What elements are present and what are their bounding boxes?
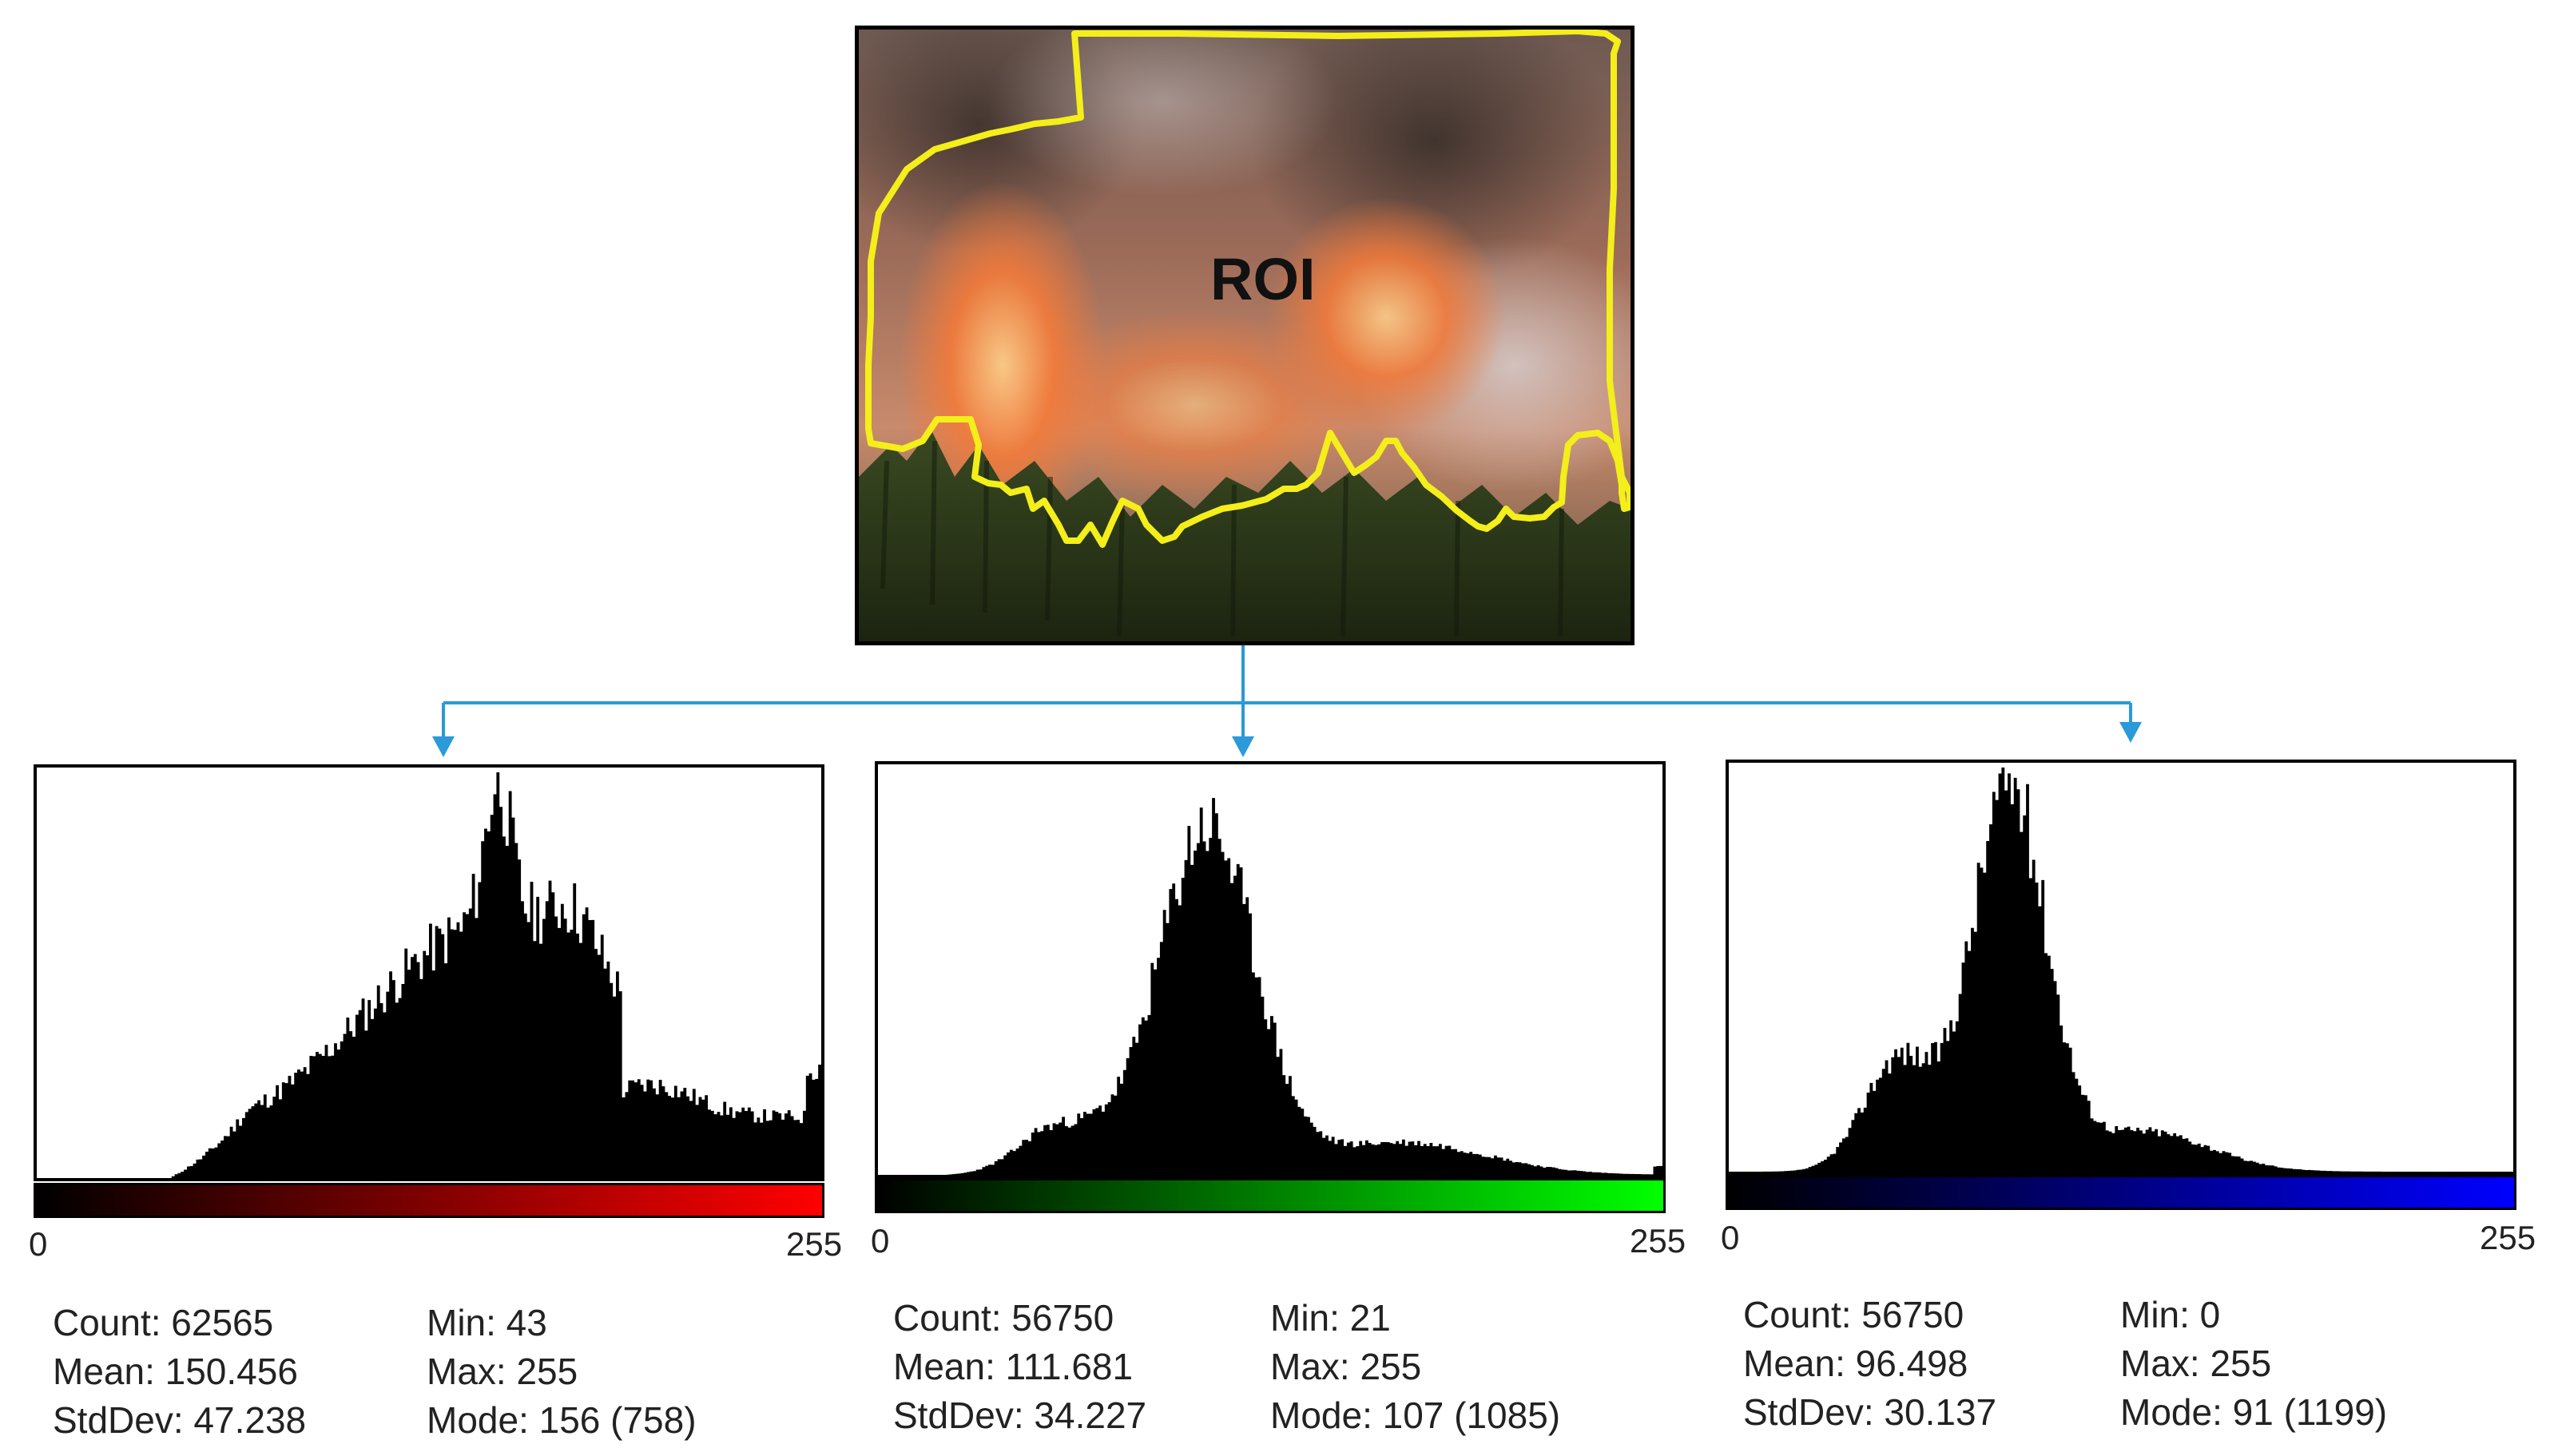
roi-outline	[865, 30, 1631, 548]
axis-min-blue: 0	[1721, 1219, 1740, 1256]
stat-min: Min: 0	[2120, 1294, 2221, 1335]
stats-red-right: Min: 43 Max: 255 Mode: 156 (758)	[427, 1299, 697, 1445]
stat-max: Max: 255	[427, 1351, 578, 1392]
stat-stddev: StdDev: 34.227	[893, 1395, 1147, 1436]
stats-blue-left: Count: 56750 Mean: 96.498 StdDev: 30.137	[1743, 1291, 1996, 1437]
histogram-blue-bars	[1729, 768, 2513, 1172]
histogram-green	[875, 761, 1666, 1178]
stats-green-left: Count: 56750 Mean: 111.681 StdDev: 34.22…	[893, 1294, 1146, 1440]
axis-min-red: 0	[29, 1225, 48, 1263]
arrow-head-red	[432, 736, 455, 757]
arrow-head-green	[1232, 736, 1254, 757]
stat-min: Min: 43	[427, 1302, 547, 1343]
stat-mean: Mean: 111.681	[893, 1346, 1134, 1387]
axis-min-green: 0	[871, 1222, 890, 1260]
fire-scene-image	[859, 30, 1631, 641]
ramp-red	[34, 1183, 824, 1218]
stat-min: Min: 21	[1270, 1297, 1391, 1339]
histogram-red	[34, 764, 824, 1181]
axis-max-red: 255	[786, 1225, 843, 1263]
stats-blue-right: Min: 0 Max: 255 Mode: 91 (1199)	[2120, 1291, 2387, 1437]
stat-count: Count: 62565	[53, 1302, 274, 1343]
ramp-green	[875, 1178, 1666, 1213]
stat-mode: Mode: 91 (1199)	[2120, 1391, 2388, 1433]
connector-lines	[442, 645, 2132, 741]
roi-label: ROI	[1210, 246, 1316, 312]
stat-mode: Mode: 107 (1085)	[1270, 1395, 1561, 1436]
stat-stddev: StdDev: 30.137	[1743, 1391, 1997, 1433]
histogram-silhouette	[878, 798, 1662, 1175]
histogram-red-bars	[37, 772, 821, 1178]
stat-count: Count: 56750	[1743, 1294, 1964, 1335]
stat-stddev: StdDev: 47.238	[53, 1399, 307, 1441]
stats-red-left: Count: 62565 Mean: 150.456 StdDev: 47.23…	[53, 1299, 306, 1445]
axis-max-green: 255	[1630, 1222, 1686, 1260]
axis-max-blue: 255	[2480, 1219, 2536, 1256]
stats-green-right: Min: 21 Max: 255 Mode: 107 (1085)	[1270, 1294, 1560, 1440]
stat-max: Max: 255	[2120, 1343, 2272, 1384]
stat-count: Count: 56750	[893, 1297, 1114, 1339]
histogram-blue	[1726, 760, 2516, 1175]
histogram-silhouette	[1729, 768, 2513, 1172]
roi-image: ROI	[855, 26, 1634, 645]
stat-mean: Mean: 150.456	[53, 1351, 298, 1392]
arrow-head-blue	[2119, 722, 2142, 743]
stat-mode: Mode: 156 (758)	[427, 1399, 697, 1441]
histogram-silhouette	[37, 772, 821, 1178]
stat-max: Max: 255	[1270, 1346, 1422, 1387]
stat-mean: Mean: 96.498	[1743, 1343, 1968, 1384]
histogram-green-bars	[878, 798, 1662, 1175]
ramp-blue	[1726, 1175, 2516, 1210]
